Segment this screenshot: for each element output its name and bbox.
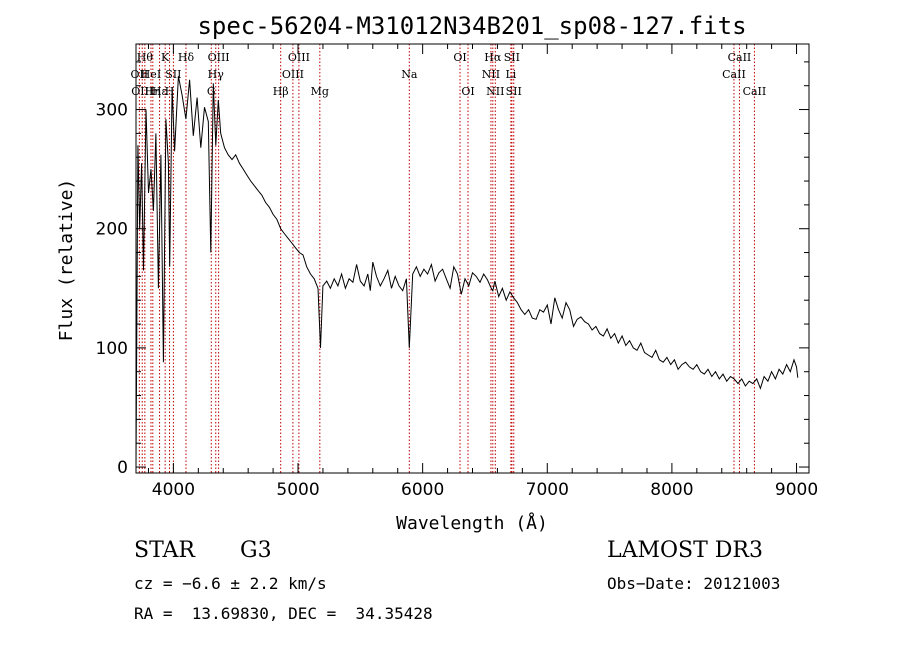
observation-date: Obs−Date: 20121003	[607, 574, 781, 593]
object-class: STAR	[134, 538, 195, 563]
line-label-14: OIII	[282, 68, 304, 81]
line-label-19: OI	[461, 85, 474, 98]
line-label-17: Na	[401, 68, 418, 81]
y-tick-label-0: 0	[117, 458, 128, 478]
line-label-8: SII	[165, 68, 181, 81]
y-axis-label: Flux (relative)	[56, 179, 77, 342]
line-label-18: OI	[453, 51, 466, 64]
x-tick-label-1: 5000	[276, 480, 319, 500]
line-label-0: OII	[131, 68, 149, 81]
line-label-25: SII	[506, 85, 522, 98]
line-label-10: G	[207, 85, 216, 98]
redshift-readout: cz = −6.6 ± 2.2 km/s	[134, 574, 327, 593]
line-label-23: Li	[505, 68, 516, 81]
plot-frame	[135, 43, 810, 474]
survey-label: LAMOST DR3	[607, 538, 763, 563]
coordinates-readout: RA = 13.69830, DEC = 34.35428	[134, 604, 433, 623]
x-tick-label-2: 6000	[401, 480, 444, 500]
line-label-6: K	[161, 51, 170, 64]
chart-title: spec-56204-M31012N34B201_sp08-127.fits	[197, 12, 746, 40]
line-label-5: Hε	[152, 85, 168, 98]
x-axis: 4000 5000 6000 7000 8000 9000	[147, 44, 818, 500]
line-label-22: NII	[486, 85, 504, 98]
y-tick-label-2: 200	[96, 220, 128, 240]
line-label-2: Hθ	[137, 51, 154, 64]
x-tick-label-3: 7000	[526, 480, 569, 500]
line-label-13: Hβ	[273, 85, 289, 98]
line-marker-group	[138, 44, 755, 473]
line-label-11: Hγ	[208, 68, 225, 81]
line-label-15: OIII	[288, 51, 310, 64]
x-tick-label-4: 8000	[650, 480, 693, 500]
line-label-26: CaII	[722, 68, 746, 81]
spectrum-series-line	[135, 76, 799, 468]
line-label-9: Hδ	[178, 51, 195, 64]
y-tick-label-3: 300	[96, 101, 128, 121]
line-label-21: Hα	[484, 51, 502, 64]
line-label-27: CaII	[728, 51, 752, 64]
line-label-20: NII	[482, 68, 500, 81]
line-label-12: OIII	[208, 51, 230, 64]
x-tick-label-0: 4000	[152, 480, 195, 500]
x-axis-label: Wavelength (Å)	[396, 512, 548, 534]
object-subclass: G3	[240, 538, 272, 563]
line-label-1: OIII	[131, 85, 153, 98]
line-label-7: H	[165, 85, 175, 98]
line-label-4: Hη	[145, 85, 161, 98]
line-label-3: HeI	[141, 68, 161, 81]
line-label-28: CaII	[743, 85, 767, 98]
y-axis: 0 100 200 300	[96, 61, 809, 478]
y-tick-label-1: 100	[96, 339, 128, 359]
line-label-24: SII	[504, 51, 520, 64]
line-label-16: Mg	[311, 85, 329, 98]
x-tick-label-5: 9000	[775, 480, 818, 500]
